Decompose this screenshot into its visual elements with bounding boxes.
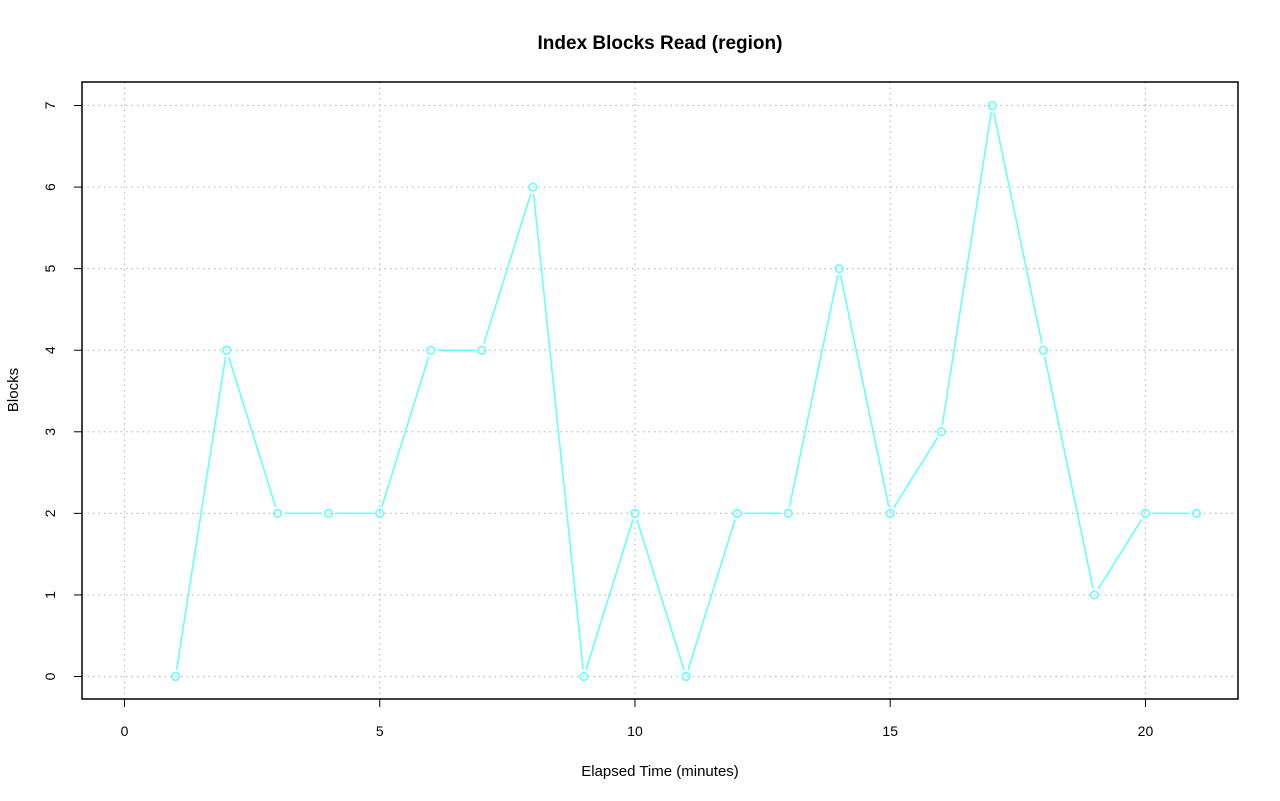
x-axis-label: Elapsed Time (minutes) xyxy=(581,763,739,780)
series-line-segment xyxy=(1097,518,1143,590)
series-layer xyxy=(170,100,1202,682)
data-point xyxy=(477,345,487,355)
y-tick-label: 7 xyxy=(42,101,58,109)
y-tick-label: 6 xyxy=(42,183,58,191)
data-point xyxy=(1140,508,1151,518)
series-line-segment xyxy=(992,112,1043,344)
y-tick-label: 5 xyxy=(42,265,58,273)
data-point xyxy=(834,264,844,274)
data-point xyxy=(170,671,181,682)
y-tick-label: 2 xyxy=(42,509,58,517)
y-tick-label: 0 xyxy=(42,672,58,680)
data-point xyxy=(987,100,997,111)
data-point xyxy=(681,671,691,682)
data-point xyxy=(273,508,283,518)
series-line-segment xyxy=(227,356,277,507)
x-tick-label: 15 xyxy=(882,723,898,739)
series-line-segment xyxy=(381,356,430,507)
series-line-segment xyxy=(941,112,993,425)
data-point xyxy=(936,427,946,437)
series-line-segment xyxy=(175,357,227,670)
data-point xyxy=(1089,590,1100,600)
data-point xyxy=(630,508,640,518)
data-point xyxy=(426,345,436,355)
series-line-segment xyxy=(687,519,736,671)
x-tick-label: 5 xyxy=(376,723,384,739)
x-tick-label: 0 xyxy=(121,723,129,739)
data-point xyxy=(375,508,385,518)
data-point xyxy=(783,508,793,518)
data-point xyxy=(221,345,232,355)
data-point xyxy=(528,182,538,192)
chart-title: Index Blocks Read (region) xyxy=(538,33,783,54)
series-line-segment xyxy=(636,519,685,671)
series-line-segment xyxy=(893,437,939,508)
series-line-segment xyxy=(585,519,634,671)
series-line-segment xyxy=(839,275,890,507)
data-point xyxy=(1191,508,1202,518)
data-point xyxy=(1038,345,1048,355)
data-point xyxy=(732,508,742,518)
y-tick-label: 4 xyxy=(42,346,58,354)
series-line-segment xyxy=(483,193,532,344)
x-tick-label: 10 xyxy=(627,723,643,739)
data-point xyxy=(324,508,334,518)
series-line-segment xyxy=(1044,356,1094,589)
x-tick-label: 20 xyxy=(1138,723,1154,739)
data-point xyxy=(579,671,589,682)
y-tick-label: 1 xyxy=(42,591,58,599)
axes: 0 5 10 15 20 0 1 2 3 4 5 6 7 xyxy=(42,101,1153,739)
data-point xyxy=(885,508,895,518)
grid-lines xyxy=(82,82,1238,699)
series-line-segment xyxy=(532,193,584,670)
series-line-segment xyxy=(788,275,839,507)
y-tick-label: 3 xyxy=(42,428,58,436)
plot-frame xyxy=(81,81,1239,700)
y-axis-label: Blocks xyxy=(5,368,22,412)
